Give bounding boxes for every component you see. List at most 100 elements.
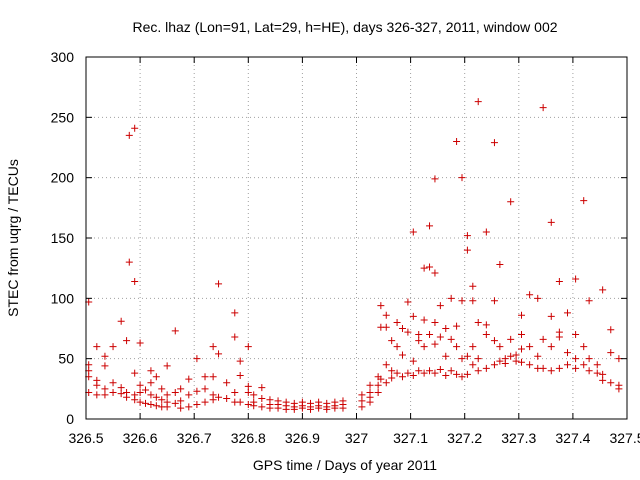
data-point (572, 355, 580, 363)
data-point (185, 403, 193, 411)
data-point (123, 337, 131, 345)
data-point (147, 391, 155, 399)
data-point (490, 297, 498, 305)
data-point (436, 333, 444, 341)
data-point (426, 367, 434, 375)
data-point (244, 388, 252, 396)
data-point (358, 391, 366, 399)
data-point (398, 325, 406, 332)
data-point (490, 337, 498, 345)
data-point (393, 318, 401, 326)
data-point (158, 396, 166, 404)
data-point (426, 331, 434, 339)
x-tick-label: 326.9 (285, 430, 320, 446)
x-tick-label: 326.5 (68, 430, 103, 446)
data-point (382, 361, 390, 369)
data-point (409, 228, 417, 236)
data-point (171, 399, 179, 407)
data-point (131, 124, 139, 132)
data-point (147, 379, 155, 387)
data-point (377, 375, 385, 383)
data-point (490, 361, 498, 369)
data-point (482, 321, 490, 329)
data-point (426, 222, 434, 230)
data-point (388, 367, 396, 375)
data-point (177, 385, 185, 393)
data-point (474, 98, 482, 106)
data-point (163, 403, 171, 411)
data-point (358, 403, 366, 411)
data-point (547, 312, 555, 320)
y-axis-label: STEC from uqrg / TECUs (5, 159, 21, 317)
data-point (101, 352, 109, 360)
data-point (266, 404, 274, 412)
data-point (409, 312, 417, 320)
data-point (142, 386, 150, 394)
data-point (599, 370, 607, 378)
data-point (339, 404, 347, 412)
data-point (442, 325, 450, 332)
data-point (177, 397, 185, 405)
data-point (250, 402, 258, 410)
data-point (209, 343, 217, 351)
data-point (555, 333, 563, 341)
y-tick-label: 150 (51, 230, 75, 246)
axis-ticks (85, 56, 628, 420)
data-point (490, 139, 498, 147)
data-point (109, 379, 117, 387)
data-point (193, 401, 201, 409)
data-point (526, 343, 534, 351)
data-point (585, 297, 593, 305)
data-point (131, 369, 139, 377)
data-point (209, 396, 217, 404)
data-point (474, 318, 482, 326)
data-point (482, 364, 490, 372)
data-point (93, 391, 101, 399)
data-point (282, 405, 290, 413)
data-point (307, 405, 315, 413)
data-point (125, 258, 133, 266)
data-point (563, 309, 571, 317)
y-tick-label: 250 (51, 109, 75, 125)
data-point (374, 388, 382, 396)
data-point (215, 280, 223, 288)
y-tick-label: 300 (51, 49, 75, 65)
data-point (231, 309, 239, 317)
data-point (593, 361, 601, 369)
data-point (501, 359, 509, 367)
x-tick-label: 327.3 (501, 430, 536, 446)
x-tick-labels: 326.5 326.6 326.7 326.8 326.9 327 327.1 327.2 32… (68, 430, 640, 446)
data-point (458, 355, 466, 363)
data-point (599, 376, 607, 384)
data-point (258, 394, 266, 402)
data-point (152, 373, 160, 381)
data-point (482, 228, 490, 236)
data-point (431, 318, 439, 326)
data-point (420, 264, 428, 272)
data-point (512, 351, 520, 359)
data-point (555, 364, 563, 372)
data-point (426, 263, 434, 271)
data-point (382, 311, 390, 319)
data-point (469, 297, 477, 305)
data-point (585, 367, 593, 375)
data-point (507, 198, 515, 206)
data-point (298, 404, 306, 412)
x-tick-label: 326.8 (231, 430, 266, 446)
data-point (93, 343, 101, 351)
data-point (388, 374, 396, 382)
data-point (431, 175, 439, 183)
data-point (409, 372, 417, 380)
data-point (185, 375, 193, 383)
data-point (258, 403, 266, 411)
data-point (209, 373, 217, 381)
data-point (482, 331, 490, 339)
data-points (85, 98, 623, 413)
data-point (236, 357, 244, 365)
data-point (415, 337, 423, 345)
data-point (442, 372, 450, 380)
data-point (244, 343, 252, 351)
grid-lines (86, 57, 627, 419)
data-point (147, 367, 155, 375)
data-point (201, 373, 209, 381)
